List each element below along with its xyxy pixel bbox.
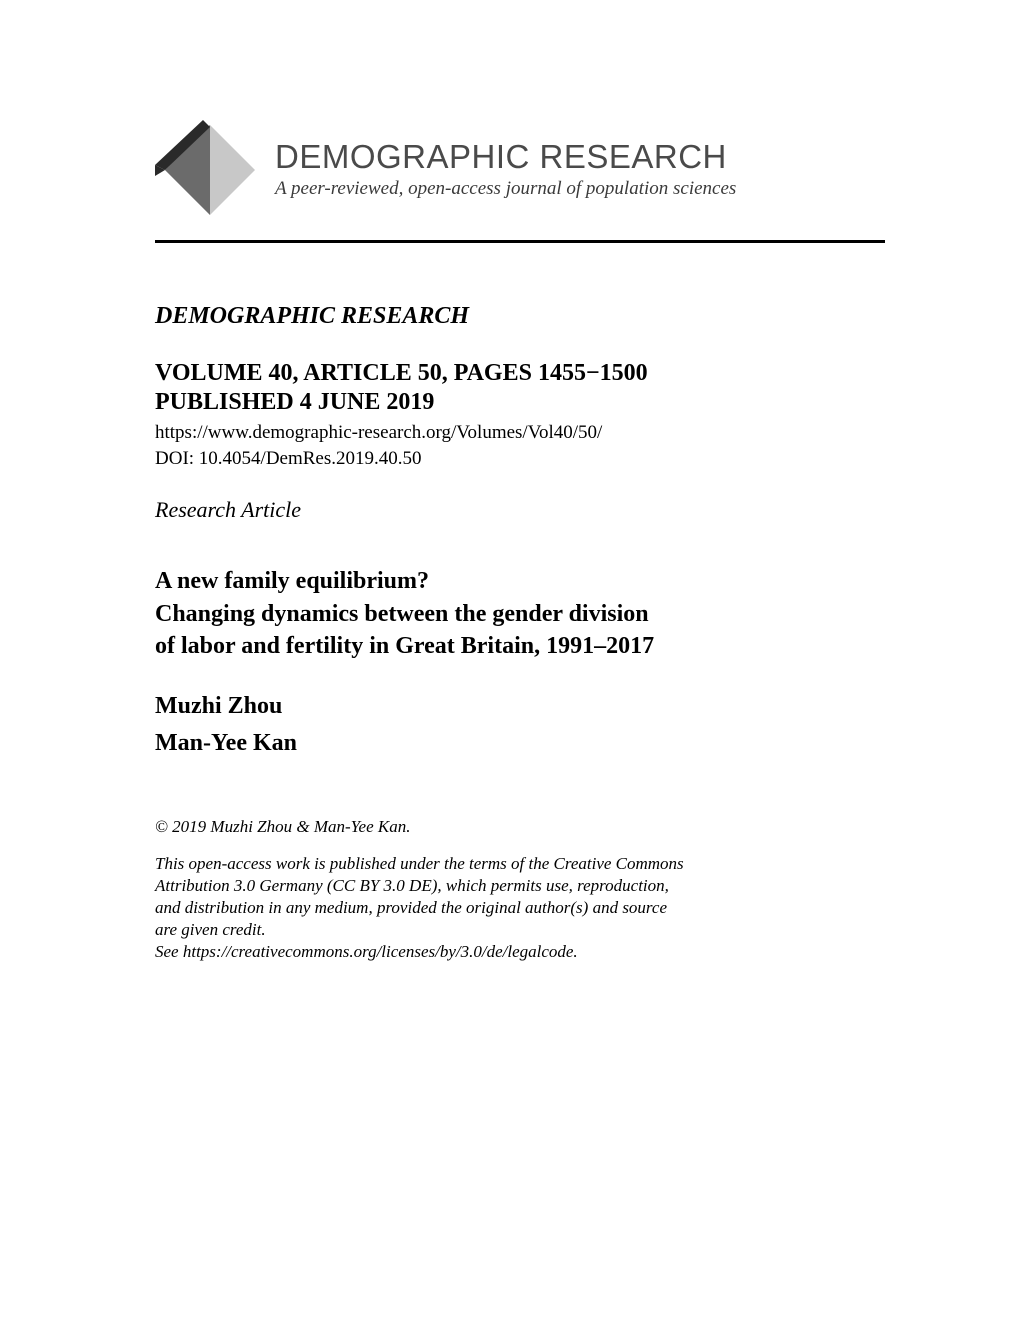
article-url: https://www.demographic-research.org/Vol… <box>155 420 885 446</box>
article-type: Research Article <box>155 497 885 523</box>
publication-date: PUBLISHED 4 JUNE 2019 <box>155 389 885 416</box>
header-divider <box>155 240 885 243</box>
author-1: Muzhi Zhou <box>155 693 885 720</box>
volume-info: VOLUME 40, ARTICLE 50, PAGES 1455−1500 <box>155 358 885 389</box>
license-line-5: See https://creativecommons.org/licenses… <box>155 942 578 961</box>
copyright-line: © 2019 Muzhi Zhou & Man-Yee Kan. <box>155 817 885 837</box>
license-text: This open-access work is published under… <box>155 853 885 963</box>
title-line-1: A new family equilibrium? <box>155 568 429 594</box>
logo-title: DEMOGRAPHIC RESEARCH <box>275 138 736 176</box>
journal-logo-icon <box>155 120 265 220</box>
title-line-2: Changing dynamics between the gender div… <box>155 601 649 627</box>
license-line-4: are given credit. <box>155 920 266 939</box>
author-2: Man-Yee Kan <box>155 730 885 757</box>
license-line-1: This open-access work is published under… <box>155 854 684 873</box>
article-title: A new family equilibrium? Changing dynam… <box>155 565 885 662</box>
journal-name: DEMOGRAPHIC RESEARCH <box>155 303 885 330</box>
title-line-3: of labor and fertility in Great Britain,… <box>155 633 654 659</box>
journal-logo-section: DEMOGRAPHIC RESEARCH A peer-reviewed, op… <box>155 120 885 220</box>
logo-text-block: DEMOGRAPHIC RESEARCH A peer-reviewed, op… <box>275 120 736 200</box>
logo-wrapper: DEMOGRAPHIC RESEARCH A peer-reviewed, op… <box>155 120 885 220</box>
article-doi: DOI: 10.4054/DemRes.2019.40.50 <box>155 446 885 472</box>
license-line-3: and distribution in any medium, provided… <box>155 898 667 917</box>
license-line-2: Attribution 3.0 Germany (CC BY 3.0 DE), … <box>155 876 669 895</box>
authors-block: Muzhi Zhou Man-Yee Kan <box>155 693 885 757</box>
logo-subtitle: A peer-reviewed, open-access journal of … <box>275 178 736 200</box>
